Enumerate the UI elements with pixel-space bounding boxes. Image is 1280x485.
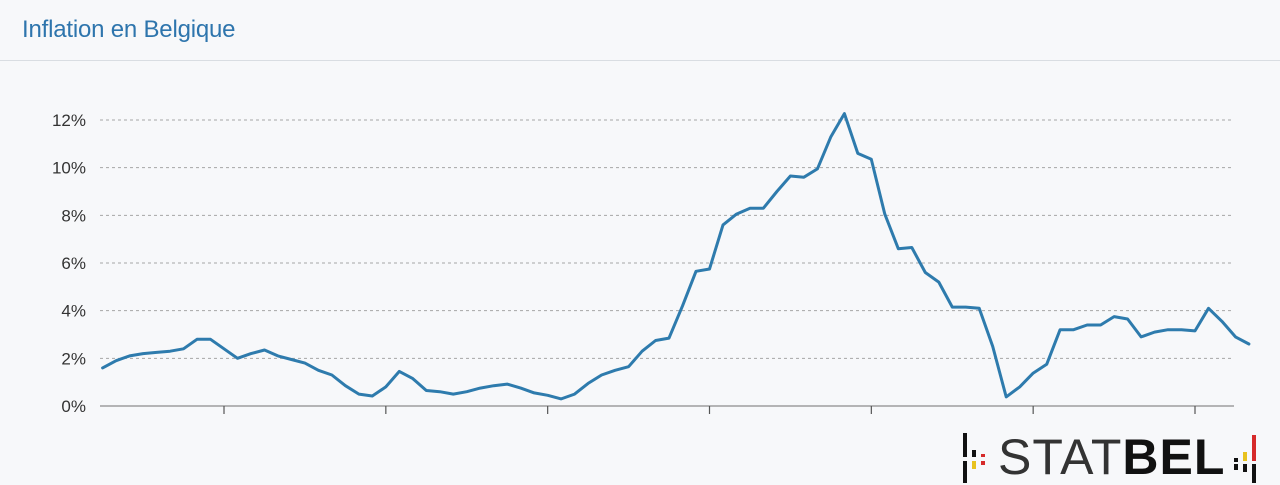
chart-header: Inflation en Belgique [0,0,1280,61]
chart-title: Inflation en Belgique [22,16,236,43]
inflation-series-line [101,112,1251,401]
statbel-wordmark: STATBEL [998,430,1225,485]
x-tick-label: 2019 [205,421,243,422]
statbel-wordmark-stat: STAT [998,429,1123,485]
y-tick-label: 10% [52,159,86,178]
y-tick-label: 12% [52,111,86,130]
x-tick-label: 2021 [529,421,567,422]
statbel-logo-mark-right [1234,435,1256,483]
statbel-wordmark-bel: BEL [1122,429,1226,485]
y-tick-label: 2% [61,349,86,368]
statbel-logo: STATBEL [960,430,1270,485]
x-tick-label: 2022 [691,421,729,422]
y-tick-label: 8% [61,206,86,225]
y-tick-label: 4% [61,302,86,321]
x-tick-label: 2025 [1176,421,1214,422]
statbel-logo-mark-left [963,433,985,483]
x-tick-label: 2020 [367,421,405,422]
x-tick-label: 2023 [852,421,890,422]
inflation-line-chart: 0% 2% 4% 6% 8% 10% 12% 2019 2020 2021 2022 2023 2024… [52,111,1251,422]
x-tick-label: 2024 [1014,421,1052,422]
y-tick-label: 6% [61,254,86,273]
y-tick-label: 0% [61,397,86,416]
